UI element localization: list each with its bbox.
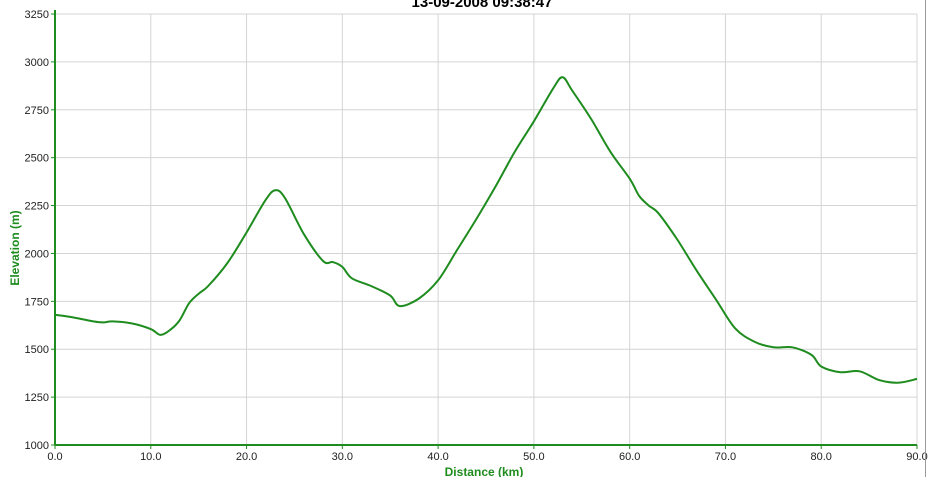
x-tick-label: 70.0 bbox=[715, 451, 736, 463]
x-tick-label: 20.0 bbox=[236, 451, 257, 463]
y-tick-label: 3250 bbox=[25, 9, 49, 21]
window-edge-divider bbox=[925, 0, 926, 477]
x-tick-label: 90.0 bbox=[906, 451, 927, 463]
y-tick-label: 1250 bbox=[25, 392, 49, 404]
y-tick-label: 3000 bbox=[25, 57, 49, 69]
y-axis-ticks: 1000 1250 1500 1750 2000 2250 2500 2750 3000 3250 bbox=[25, 9, 55, 452]
x-tick-label: 80.0 bbox=[811, 451, 832, 463]
x-tick-label: 30.0 bbox=[332, 451, 353, 463]
y-tick-label: 1500 bbox=[25, 344, 49, 356]
x-tick-label: 60.0 bbox=[619, 451, 640, 463]
x-tick-label: 50.0 bbox=[523, 451, 544, 463]
y-tick-label: 2250 bbox=[25, 201, 49, 213]
x-axis-title: Distance (km) bbox=[445, 465, 524, 477]
series-layer bbox=[54, 76, 918, 384]
x-axis-ticks: 0.0 10.0 20.0 30.0 40.0 50.0 60.0 70.0 80.0 90.0 bbox=[47, 445, 928, 463]
x-tick-label: 0.0 bbox=[47, 451, 62, 463]
grid-lines bbox=[54, 13, 918, 446]
y-tick-label: 1000 bbox=[25, 440, 49, 452]
y-tick-label: 2000 bbox=[25, 248, 49, 260]
x-tick-label: 10.0 bbox=[140, 451, 161, 463]
y-axis-title: Elevation (m) bbox=[8, 210, 22, 285]
y-tick-label: 2500 bbox=[25, 153, 49, 165]
y-tick-label: 1750 bbox=[25, 296, 49, 308]
chart-title: 13-09-2008 09:38:47 bbox=[412, 0, 553, 11]
y-tick-label: 2750 bbox=[25, 105, 49, 117]
axes bbox=[54, 10, 917, 446]
elevation-series-line bbox=[54, 76, 918, 384]
x-tick-label: 40.0 bbox=[427, 451, 448, 463]
